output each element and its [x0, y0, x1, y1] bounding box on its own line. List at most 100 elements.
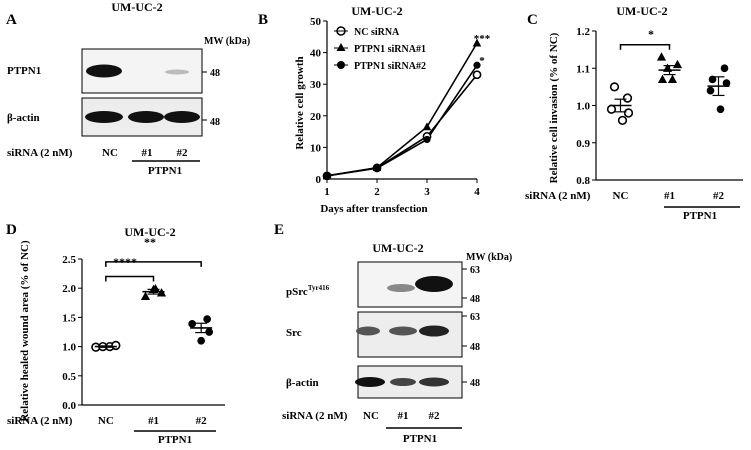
band-ptpn1-nc — [86, 64, 122, 78]
chart-d-point — [197, 336, 206, 345]
panel-b: B UM-UC-2 Days after transfection Relati… — [258, 4, 491, 215]
chart-c-ylabel: Relative cell invasion (% of NC) — [548, 32, 560, 183]
chart-d-ytick-label: 2.5 — [62, 254, 76, 266]
chart-b-ytick-label: 10 — [310, 142, 322, 154]
chart-c-point — [617, 115, 628, 126]
panel-e-letter: E — [274, 222, 284, 238]
chart-d-point — [203, 315, 212, 323]
band-actin-1 — [128, 111, 164, 123]
lane-1-a: #1 — [142, 147, 153, 159]
lane-1-e: #1 — [398, 410, 409, 422]
chart-d-ylabel: Relative healed wound area (% of NC) — [19, 240, 31, 422]
chart-d-point — [111, 340, 121, 351]
panel-a: A UM-UC-2 MW (kDa) PTPN1 48 β-actin 48 s… — [6, 0, 250, 177]
group-label-a: PTPN1 — [148, 165, 182, 177]
chart-d-sig-bracket — [105, 275, 155, 282]
chart-d-category-label: #2 — [196, 415, 208, 427]
chart-b-ylabel: Relative cell growth — [294, 56, 306, 149]
chart-b-point — [473, 61, 481, 69]
chart-d-point — [140, 291, 151, 300]
marker-48-a2: 48 — [210, 117, 220, 128]
band-psrc-2 — [415, 276, 453, 292]
row-label-ptpn1: PTPN1 — [7, 65, 41, 77]
chart-b-point — [422, 122, 432, 131]
legend-label-si1: PTPN1 siRNA#1 — [354, 44, 426, 55]
marker-63-e1: 63 — [470, 265, 480, 276]
chart-b-series-line — [326, 74, 478, 177]
panel-e-title: UM-UC-2 — [372, 241, 423, 255]
chart-c-sig: * — [648, 27, 654, 41]
group-label-d: PTPN1 — [158, 434, 192, 446]
chart-c-sig-bracket — [619, 44, 671, 50]
panel-e-mw-label: MW (kDa) — [466, 252, 512, 263]
legend-label-si2: PTPN1 siRNA#2 — [354, 61, 426, 72]
chart-c-point — [706, 86, 715, 95]
chart-b-ytick-label: 20 — [310, 111, 322, 123]
chart-b-xtick-label: 4 — [474, 186, 480, 198]
chart-c-plot: 0.8 0.9 1.0 1.1 1.2 NC #1 #2 — [576, 26, 743, 202]
marker-48-e1: 48 — [470, 294, 480, 305]
chart-c-point — [667, 74, 678, 84]
chart-b-xlabel: Days after transfection — [320, 203, 427, 215]
chart-d-point — [188, 319, 197, 328]
chart-c-category-label: NC — [613, 190, 629, 202]
band-src-1 — [389, 326, 417, 336]
panel-c: C UM-UC-2 Relative cell invasion (% of N… — [525, 4, 743, 222]
sirna-label-d: siRNA (2 nM) — [7, 415, 73, 427]
marker-48-a1: 48 — [210, 68, 220, 79]
row-label-psrc: pSrcTyr416 — [286, 284, 330, 298]
sirna-label-c: siRNA (2 nM) — [525, 190, 591, 202]
chart-b-ytick-label: 30 — [310, 79, 322, 91]
chart-d-category-label: #1 — [148, 415, 159, 427]
row-label-actin-e: β-actin — [286, 377, 319, 389]
sirna-label-a: siRNA (2 nM) — [7, 147, 73, 159]
band-actin-e-nc — [355, 377, 385, 387]
chart-d-sig-bracket — [105, 261, 202, 267]
sirna-label-e: siRNA (2 nM) — [282, 410, 348, 422]
chart-b-point — [423, 135, 431, 144]
chart-b-legend: NC siRNA PTPN1 siRNA#1 PTPN1 siRNA#2 — [334, 26, 426, 72]
chart-c-ytick-label: 0.9 — [576, 138, 590, 150]
chart-c-point — [606, 104, 617, 114]
band-src-nc — [356, 326, 380, 336]
panel-a-mw-label: MW (kDa) — [204, 36, 250, 47]
panel-c-letter: C — [527, 12, 538, 28]
chart-d-ytick-label: 0.5 — [62, 371, 76, 383]
chart-b-xtick-label: 2 — [374, 186, 380, 198]
band-psrc-1 — [387, 284, 415, 292]
chart-c-point — [708, 75, 717, 84]
chart-b-xtick-label: 1 — [324, 186, 330, 198]
panel-e: E UM-UC-2 MW (kDa) pSrcTyr416 63 48 Src … — [274, 222, 512, 445]
marker-48-e2: 48 — [470, 342, 480, 353]
band-actin-e-2 — [419, 377, 449, 387]
group-label-c: PTPN1 — [683, 210, 717, 222]
chart-b-sig-2: * — [479, 55, 485, 67]
marker-63-e2: 63 — [470, 312, 480, 323]
chart-b-ytick-label: 0 — [316, 174, 322, 186]
chart-c-category-label: #2 — [713, 190, 725, 202]
legend-label-nc: NC siRNA — [354, 27, 400, 38]
chart-b-title: UM-UC-2 — [351, 4, 402, 18]
band-actin-2 — [164, 111, 200, 123]
chart-b-point — [472, 70, 482, 80]
chart-d-ytick-label: 1.5 — [62, 312, 76, 324]
chart-b-point — [472, 38, 482, 47]
band-ptpn1-2 — [165, 69, 189, 75]
lane-2-a: #2 — [177, 147, 189, 159]
chart-d-ytick-label: 0.0 — [62, 400, 76, 412]
chart-c-ytick-label: 1.2 — [576, 26, 590, 38]
panel-d: D UM-UC-2 Relative healed wound area (% … — [6, 222, 225, 446]
chart-d-plot: 0.0 0.5 1.0 1.5 2.0 2.5 NC #1 #2 — [62, 254, 225, 427]
panel-b-letter: B — [258, 12, 268, 28]
band-actin-e-1 — [390, 378, 416, 386]
legend-marker-si1 — [336, 43, 346, 51]
lane-nc-e: NC — [363, 410, 379, 422]
chart-c-point — [609, 82, 620, 92]
chart-c-category-label: #1 — [664, 190, 675, 202]
chart-c-ytick-label: 1.1 — [576, 63, 590, 75]
chart-b-series-line — [326, 64, 478, 177]
chart-d-point — [205, 328, 214, 336]
lane-nc-a: NC — [102, 147, 118, 159]
chart-b-point — [373, 164, 381, 172]
